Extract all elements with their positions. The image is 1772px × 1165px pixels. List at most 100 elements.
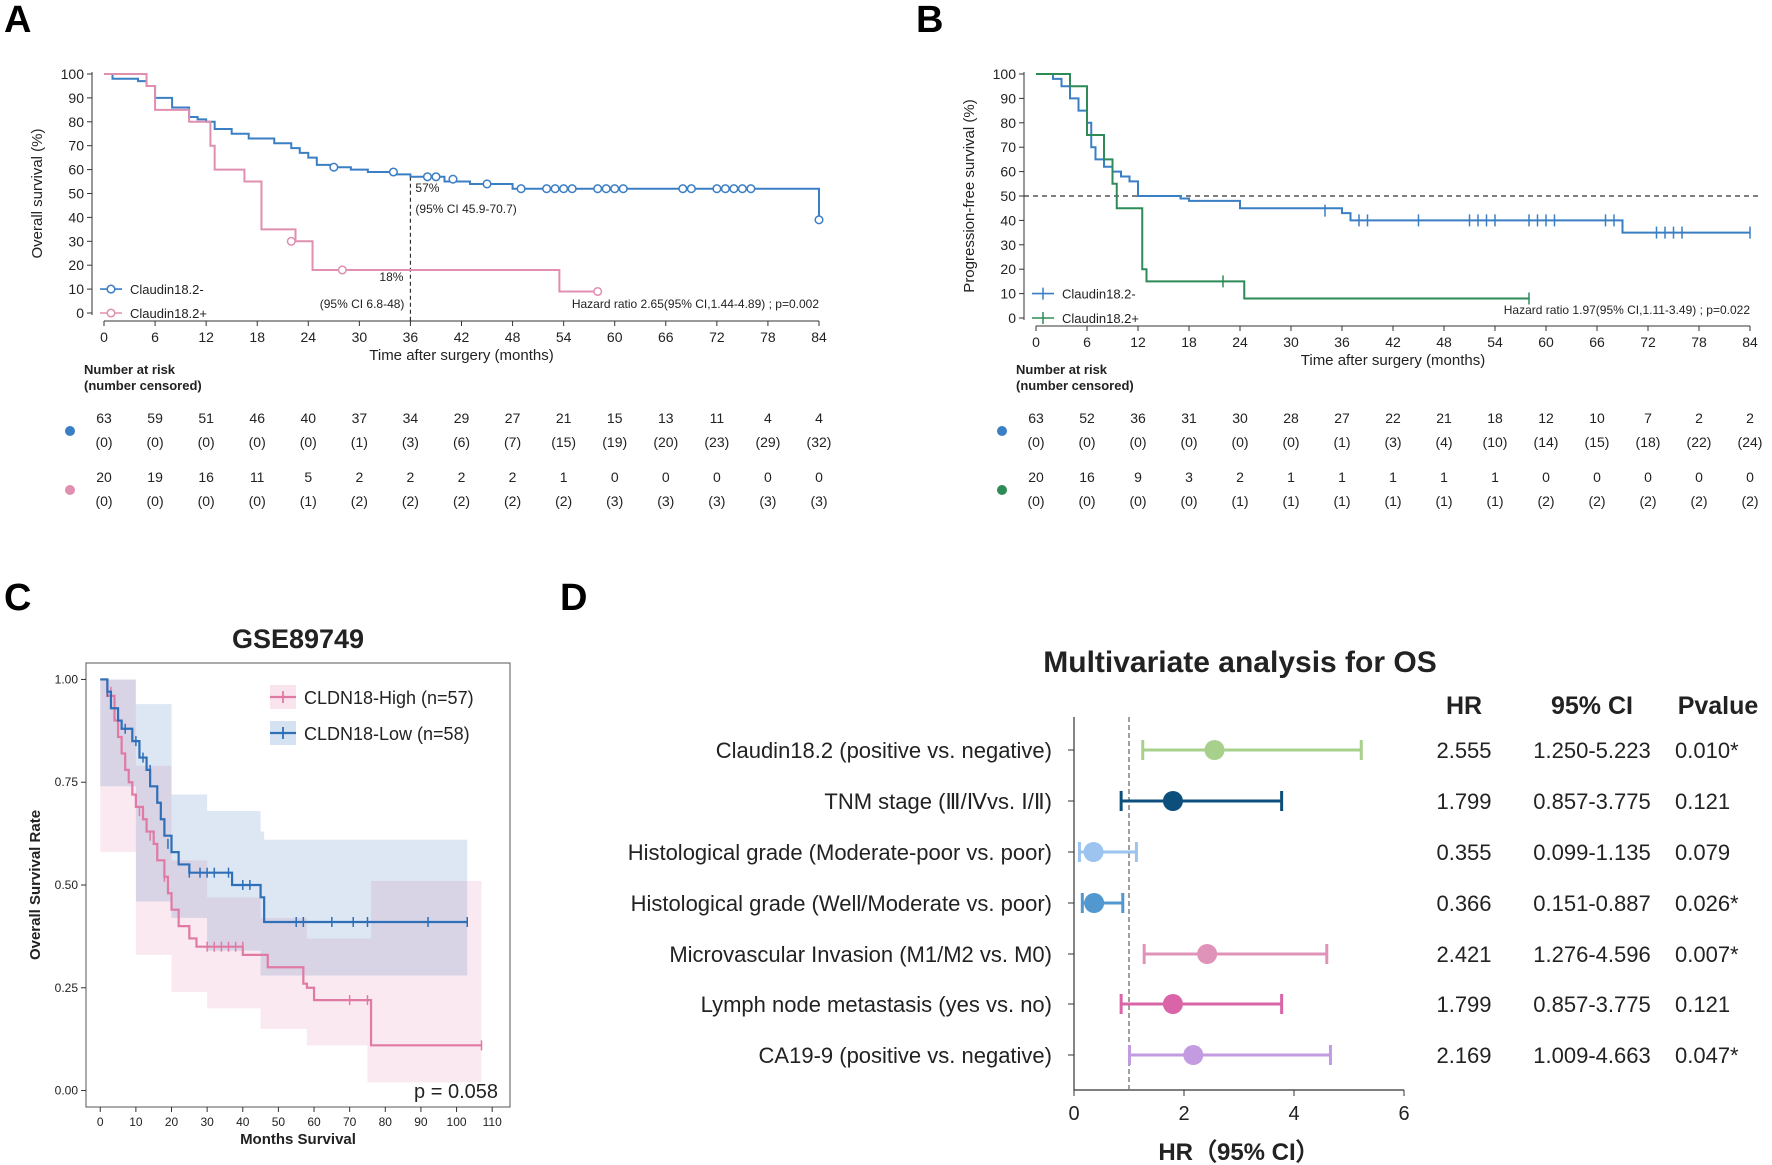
x-tick-label: 54 <box>1487 334 1503 350</box>
x-tick-label: 2 <box>1178 1103 1189 1125</box>
risk-censored-count: (2) <box>402 493 419 509</box>
hr-value: 2.555 <box>1436 738 1491 763</box>
censor-mark <box>542 184 552 194</box>
censor-mark <box>678 184 688 194</box>
ci-value: 1.276-4.596 <box>1533 942 1650 967</box>
x-tick-label: 20 <box>165 1115 179 1129</box>
risk-censored-count: (2) <box>453 493 470 509</box>
x-tick-label: 66 <box>1589 334 1605 350</box>
km-curve-claudin-positive <box>104 73 598 293</box>
risk-at-risk-count: 59 <box>147 410 163 426</box>
hr-value: 1.799 <box>1436 789 1491 814</box>
hr-value: 2.169 <box>1436 1043 1491 1068</box>
y-tick-label: 60 <box>68 162 84 178</box>
censor-mark <box>593 184 603 194</box>
risk-censored-count: (3) <box>657 493 674 509</box>
censor-mark <box>610 184 620 194</box>
hr-value: 0.355 <box>1436 840 1491 865</box>
annotation-os-57: 57% <box>415 181 439 195</box>
x-tick-label: 78 <box>760 329 776 345</box>
risk-censored-count: (2) <box>504 493 521 509</box>
x-tick-label: 10 <box>129 1115 143 1129</box>
legend-label: Claudin18.2- <box>1062 287 1136 302</box>
censor-mark <box>448 174 458 184</box>
risk-censored-count: (0) <box>198 493 215 509</box>
risk-censored-count: (1) <box>1435 493 1452 509</box>
x-tick-label: 0 <box>100 329 108 345</box>
x-tick-label: 90 <box>414 1115 428 1129</box>
x-tick-label: 30 <box>352 329 368 345</box>
p-value: 0.079 <box>1675 840 1730 865</box>
risk-at-risk-count: 1 <box>1440 469 1448 485</box>
censor-mark <box>712 184 722 194</box>
risk-censored-count: (15) <box>1585 434 1610 450</box>
p-value: 0.007* <box>1675 942 1739 967</box>
risk-censored-count: (0) <box>1078 493 1095 509</box>
risk-censored-count: (14) <box>1534 434 1559 450</box>
risk-at-risk-count: 1 <box>1287 469 1295 485</box>
censor-mark <box>618 184 628 194</box>
x-tick-label: 6 <box>1398 1103 1409 1125</box>
x-tick-label: 24 <box>1232 334 1248 350</box>
risk-at-risk-count: 11 <box>250 469 265 485</box>
risk-censored-count: (22) <box>1687 434 1712 450</box>
x-tick-label: 36 <box>403 329 419 345</box>
hazard-ratio-point <box>1183 1045 1204 1065</box>
hazard-ratio-annotation: Hazard ratio 1.97(95% CI,1.11-3.49) ; p=… <box>1504 303 1751 317</box>
y-tick-label: 50 <box>1000 188 1016 204</box>
hr-value: 0.366 <box>1436 891 1491 916</box>
ci-value: 1.009-4.663 <box>1533 1043 1650 1068</box>
x-tick-label: 70 <box>343 1115 357 1129</box>
risk-row-dot <box>997 485 1007 495</box>
censor-mark <box>746 184 756 194</box>
risk-at-risk-count: 0 <box>713 469 721 485</box>
risk-censored-count: (3) <box>708 493 725 509</box>
risk-at-risk-count: 0 <box>1746 469 1754 485</box>
risk-at-risk-count: 40 <box>300 410 316 426</box>
x-tick-label: 72 <box>709 329 725 345</box>
y-tick-label: 100 <box>61 66 85 82</box>
y-tick-label: 0.25 <box>55 981 79 995</box>
y-tick-label: 0 <box>76 305 84 321</box>
x-tick-label: 4 <box>1288 1103 1299 1125</box>
ci-value: 0.857-3.775 <box>1533 789 1650 814</box>
censor-mark <box>482 179 492 189</box>
p-value: 0.047* <box>1675 1043 1739 1068</box>
risk-at-risk-count: 34 <box>403 410 419 426</box>
y-tick-label: 30 <box>68 233 84 249</box>
x-tick-label: 60 <box>607 329 623 345</box>
risk-at-risk-count: 0 <box>764 469 772 485</box>
risk-censored-count: (0) <box>1129 493 1146 509</box>
risk-censored-count: (20) <box>653 434 678 450</box>
x-tick-label: 18 <box>249 329 265 345</box>
risk-at-risk-count: 28 <box>1283 410 1299 426</box>
y-tick-label: 1.00 <box>55 672 79 686</box>
hr-value: 1.799 <box>1436 992 1491 1017</box>
risk-at-risk-count: 20 <box>96 469 112 485</box>
y-tick-label: 30 <box>1000 237 1016 253</box>
risk-censored-count: (0) <box>1282 434 1299 450</box>
confidence-band-high <box>100 679 482 1083</box>
y-axis-title: Progression-free survival (%) <box>961 99 978 292</box>
risk-row-dot <box>65 426 75 436</box>
risk-at-risk-count: 2 <box>407 469 415 485</box>
x-tick-label: 0 <box>1068 1103 1079 1125</box>
y-tick-label: 0.50 <box>55 878 79 892</box>
x-tick-label: 18 <box>1181 334 1197 350</box>
panel-label-c: C <box>4 577 31 619</box>
risk-censored-count: (0) <box>249 434 266 450</box>
risk-at-risk-count: 10 <box>1589 410 1605 426</box>
forest-row-label: CA19-9 (positive vs. negative) <box>759 1043 1052 1068</box>
x-tick-label: 0 <box>1032 334 1040 350</box>
x-tick-label: 60 <box>1538 334 1554 350</box>
risk-at-risk-count: 15 <box>607 410 623 426</box>
p-value-text: p = 0.058 <box>414 1081 498 1103</box>
y-tick-label: 10 <box>68 281 84 297</box>
risk-censored-count: (0) <box>198 434 215 450</box>
risk-at-risk-count: 5 <box>304 469 312 485</box>
p-value: 0.010* <box>1675 738 1739 763</box>
risk-row-dot <box>997 426 1007 436</box>
risk-at-risk-count: 1 <box>560 469 568 485</box>
censor-mark <box>729 184 739 194</box>
risk-at-risk-count: 7 <box>1644 410 1652 426</box>
